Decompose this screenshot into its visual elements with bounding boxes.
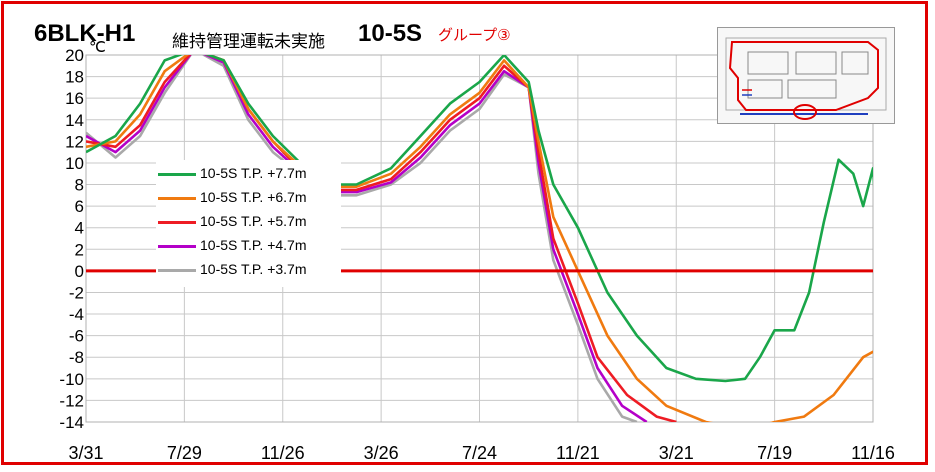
legend-entry: 10-5S T.P. +5.7m	[156, 212, 341, 232]
chart-legend: 10-5S T.P. +7.7m 10-5S T.P. +6.7m 10-5S T.…	[156, 160, 341, 287]
y-tick-label: 6	[75, 197, 84, 216]
legend-label: 10-5S T.P. +4.7m	[200, 237, 307, 253]
site-map-thumbnail	[717, 27, 895, 124]
y-tick-label: -6	[69, 327, 84, 346]
x-tick-label: 7/29	[167, 443, 202, 463]
y-tick-label: -4	[69, 305, 84, 324]
site-map-drawing	[718, 28, 894, 123]
chart-title-sub: 維持管理運転未実施	[172, 32, 325, 52]
legend-label: 10-5S T.P. +7.7m	[200, 165, 307, 181]
x-tick-label: 11/21	[556, 443, 600, 463]
chart-title-code: 10-5S	[358, 20, 423, 47]
chart-title-group: グループ③	[438, 26, 511, 44]
legend-entry: 10-5S T.P. +4.7m	[156, 236, 341, 256]
series-line	[86, 55, 873, 383]
y-tick-label: 18	[65, 68, 84, 87]
y-tick-label: 10	[65, 154, 84, 173]
legend-entry: 10-5S T.P. +6.7m	[156, 188, 341, 208]
y-tick-label: 14	[65, 111, 84, 130]
x-tick-label: 7/24	[462, 443, 497, 463]
x-tick-label: 3/31	[68, 443, 103, 463]
x-tick-label: 11/16	[851, 443, 895, 463]
y-tick-label: 16	[65, 89, 84, 108]
legend-swatch	[158, 269, 196, 272]
x-tick-label: 7/19	[757, 443, 792, 463]
legend-entry: 10-5S T.P. +3.7m	[156, 260, 341, 280]
chart-frame	[1, 1, 928, 465]
plot-area-border	[85, 54, 874, 423]
y-tick-label: -10	[59, 370, 84, 389]
y-tick-label: -12	[59, 391, 84, 410]
legend-entry: 10-5S T.P. +7.7m	[156, 164, 341, 184]
y-axis-unit: ℃	[89, 39, 106, 56]
x-tick-label: 11/26	[261, 443, 305, 463]
legend-swatch	[158, 245, 196, 248]
x-tick-label: 3/21	[659, 443, 694, 463]
chart-title-main: 6BLK-H1	[34, 20, 136, 47]
x-tick-label: 3/26	[364, 443, 399, 463]
y-tick-label: -2	[69, 283, 84, 302]
y-tick-label: 4	[75, 219, 84, 238]
legend-label: 10-5S T.P. +5.7m	[200, 213, 307, 229]
legend-swatch	[158, 197, 196, 200]
legend-swatch	[158, 221, 196, 224]
y-tick-label: -14	[59, 413, 84, 432]
y-tick-label: 2	[75, 240, 84, 259]
legend-label: 10-5S T.P. +6.7m	[200, 189, 307, 205]
y-tick-label: -8	[69, 348, 84, 367]
y-tick-label: 8	[75, 176, 84, 195]
legend-swatch	[158, 173, 196, 176]
legend-label: 10-5S T.P. +3.7m	[200, 261, 307, 277]
y-tick-label: 20	[65, 46, 84, 65]
y-tick-label: 12	[65, 132, 84, 151]
series-line	[86, 55, 677, 422]
y-tick-label: 0	[75, 262, 84, 281]
